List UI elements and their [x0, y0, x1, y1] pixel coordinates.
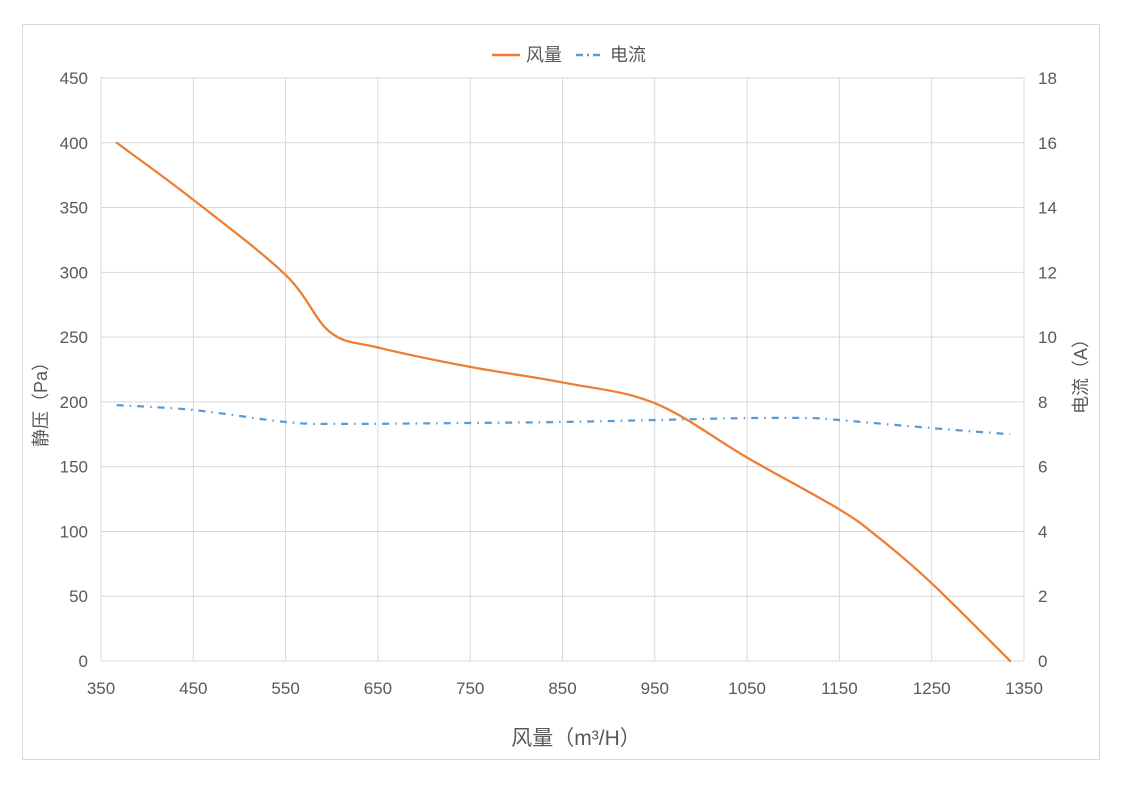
x-tick-label: 1250	[913, 679, 951, 698]
plot-area	[100, 77, 1025, 662]
y2-axis-ticks: 0 2 4 6 8 10 12 14 16 18	[1038, 69, 1057, 671]
y2-axis-title: 电流（A）	[1071, 330, 1091, 414]
x-axis-title: 风量（m³/H）	[511, 727, 641, 750]
y2-tick-label: 12	[1038, 263, 1057, 282]
y2-tick-label: 2	[1038, 587, 1047, 606]
y-tick-label: 100	[60, 522, 88, 541]
y-tick-label: 300	[60, 263, 88, 282]
airflow-pressure-line[interactable]	[115, 141, 1012, 663]
y2-tick-label: 14	[1038, 199, 1057, 218]
y2-tick-label: 10	[1038, 328, 1057, 347]
x-tick-label: 950	[641, 679, 669, 698]
y2-tick-label: 6	[1038, 458, 1047, 477]
y2-tick-label: 16	[1038, 134, 1057, 153]
y-tick-label: 450	[60, 69, 88, 88]
x-tick-label: 650	[364, 679, 392, 698]
x-tick-label: 550	[271, 679, 299, 698]
legend: 风量 电流	[492, 45, 646, 65]
y-tick-label: 150	[60, 458, 88, 477]
y-tick-label: 0	[79, 652, 88, 671]
y-axis-ticks: 0 50 100 150 200 250 300 350 400 450	[60, 69, 88, 671]
current-line[interactable]	[116, 404, 1011, 436]
legend-label-current: 电流	[610, 45, 646, 65]
gridlines	[100, 77, 1025, 662]
y2-tick-label: 4	[1038, 522, 1047, 541]
legend-item-current[interactable]: 电流	[576, 45, 646, 65]
y2-tick-label: 18	[1038, 69, 1057, 88]
y-tick-label: 200	[60, 393, 88, 412]
y-tick-label: 250	[60, 328, 88, 347]
y2-tick-label: 0	[1038, 652, 1047, 671]
chart-frame	[22, 24, 1100, 760]
x-tick-label: 450	[179, 679, 207, 698]
y-axis-title: 静压（Pa）	[31, 353, 51, 447]
series-group	[115, 141, 1012, 663]
legend-label-airflow: 风量	[526, 45, 562, 65]
x-tick-label: 1350	[1005, 679, 1043, 698]
y-tick-label: 50	[69, 587, 88, 606]
y-tick-label: 350	[60, 199, 88, 218]
y-tick-label: 400	[60, 134, 88, 153]
x-tick-label: 850	[548, 679, 576, 698]
legend-item-airflow[interactable]: 风量	[492, 45, 562, 65]
x-tick-label: 1050	[728, 679, 766, 698]
x-tick-label: 750	[456, 679, 484, 698]
x-tick-label: 350	[87, 679, 115, 698]
x-tick-label: 1150	[821, 679, 858, 698]
x-axis-ticks: 350 450 550 650 750 850 950 1050 1150 1250 1350	[87, 679, 1043, 698]
y2-tick-label: 8	[1038, 393, 1047, 412]
